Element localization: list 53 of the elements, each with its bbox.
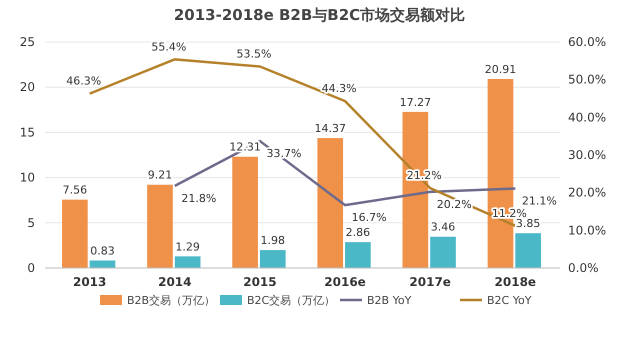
y2-tick-label: 60.0% <box>568 35 606 49</box>
x-tick-label: 2015 <box>243 275 277 289</box>
data-label: 53.5% <box>236 47 272 60</box>
bar <box>147 184 173 268</box>
data-label: 0.83 <box>90 244 115 258</box>
bar <box>260 250 286 268</box>
bar <box>430 236 456 268</box>
data-label: 55.4% <box>151 40 186 54</box>
data-label: 3.46 <box>430 220 456 234</box>
data-label: 16.7% <box>352 211 387 224</box>
data-label: 46.3% <box>66 74 102 88</box>
y-tick-label: 5 <box>27 216 35 230</box>
x-tick-label: 2018e <box>494 275 536 289</box>
data-label: 1.98 <box>260 234 286 248</box>
data-label: 2.86 <box>346 226 370 240</box>
data-label: 9.21 <box>148 168 172 182</box>
data-label: 7.56 <box>62 184 88 197</box>
y2-tick-label: 50.0% <box>568 72 606 87</box>
y-tick-label: 0 <box>27 261 35 275</box>
legend-label: B2C交易（万亿） <box>247 294 336 307</box>
data-label: 20.91 <box>484 62 516 76</box>
y2-tick-label: 0.0% <box>568 261 598 275</box>
y2-tick-label: 40.0% <box>568 110 606 124</box>
bar <box>174 256 200 268</box>
legend-label: B2B交易（万亿） <box>127 294 216 307</box>
y-tick-label: 25 <box>20 35 35 49</box>
y-tick-label: 10 <box>20 170 35 185</box>
bar <box>62 200 88 268</box>
y2-tick-label: 20.0% <box>568 186 606 200</box>
legend-label: B2B YoY <box>367 294 412 307</box>
bar <box>90 260 116 268</box>
x-tick-label: 2013 <box>72 275 106 289</box>
bar <box>317 138 344 268</box>
x-tick-label: 2014 <box>158 275 192 289</box>
data-label: 14.37 <box>314 122 346 136</box>
legend-label: B2C YoY <box>487 294 532 307</box>
x-tick-label: 2017e <box>409 275 451 289</box>
line-series <box>174 140 517 206</box>
y2-tick-label: 10.0% <box>568 223 606 238</box>
y-tick-label: 15 <box>20 125 35 140</box>
data-label: 1.29 <box>175 240 200 254</box>
x-tick-label: 2016e <box>324 275 366 289</box>
data-label: 21.1% <box>522 194 557 208</box>
bar <box>345 242 371 268</box>
data-label: 3.85 <box>516 217 540 230</box>
bar <box>232 156 258 268</box>
bar <box>515 233 541 268</box>
chart-title: 2013-2018e B2B与B2C市场交易额对比 <box>174 6 466 24</box>
data-label: 21.8% <box>181 192 216 205</box>
y-tick-label: 20 <box>20 80 35 94</box>
data-label: 17.27 <box>400 96 432 109</box>
data-label: 44.3% <box>322 82 357 96</box>
y2-tick-label: 30.0% <box>568 148 606 162</box>
